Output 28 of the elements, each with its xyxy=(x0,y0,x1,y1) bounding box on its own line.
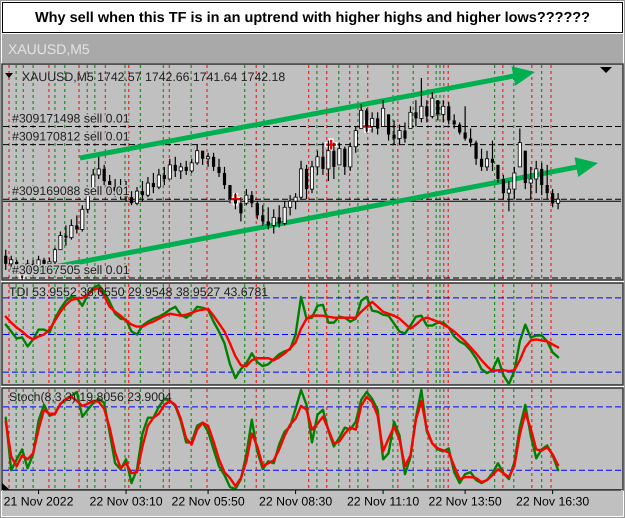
x-tick-label: 22 Nov 05:50 xyxy=(172,494,245,509)
chart-subtitle: XAUUSD,M5 xyxy=(8,41,90,57)
candlestick xyxy=(485,150,490,172)
ref-line-label: #309171498 sell 0.01 xyxy=(12,111,130,126)
candlestick xyxy=(64,224,68,246)
x-tick-label: 22 Nov 13:50 xyxy=(428,494,502,509)
annotation: XAUUSD,M5 1742.57 1742.66 1741.64 1742.18 xyxy=(22,70,286,84)
x-tick-label: 22 Nov 03:10 xyxy=(89,494,163,509)
candlestick xyxy=(326,140,330,182)
candlestick xyxy=(212,152,216,172)
candlestick xyxy=(234,192,238,210)
candlestick xyxy=(201,150,204,166)
candlestick xyxy=(102,164,106,186)
x-tick-label: 22 Nov 08:30 xyxy=(259,494,332,509)
candlestick xyxy=(480,148,484,172)
candlestick xyxy=(496,164,500,184)
candlestick xyxy=(540,162,544,196)
chart-title: Why sell when this TF is in an uptrend with higher highs and higher lows?????? xyxy=(34,10,590,26)
candlestick xyxy=(152,172,155,194)
ref-line-label: #309170812 sell 0.01 xyxy=(12,130,130,144)
x-tick-label: 22 Nov 16:30 xyxy=(516,494,590,509)
x-tick-label: 21 Nov 2022 xyxy=(4,494,74,509)
candlestick xyxy=(206,152,210,168)
candlestick xyxy=(332,142,336,180)
x-tick-label: 22 Nov 11:10 xyxy=(346,494,420,509)
candlestick xyxy=(217,158,221,178)
candlestick xyxy=(261,204,264,226)
candlestick xyxy=(222,166,226,190)
